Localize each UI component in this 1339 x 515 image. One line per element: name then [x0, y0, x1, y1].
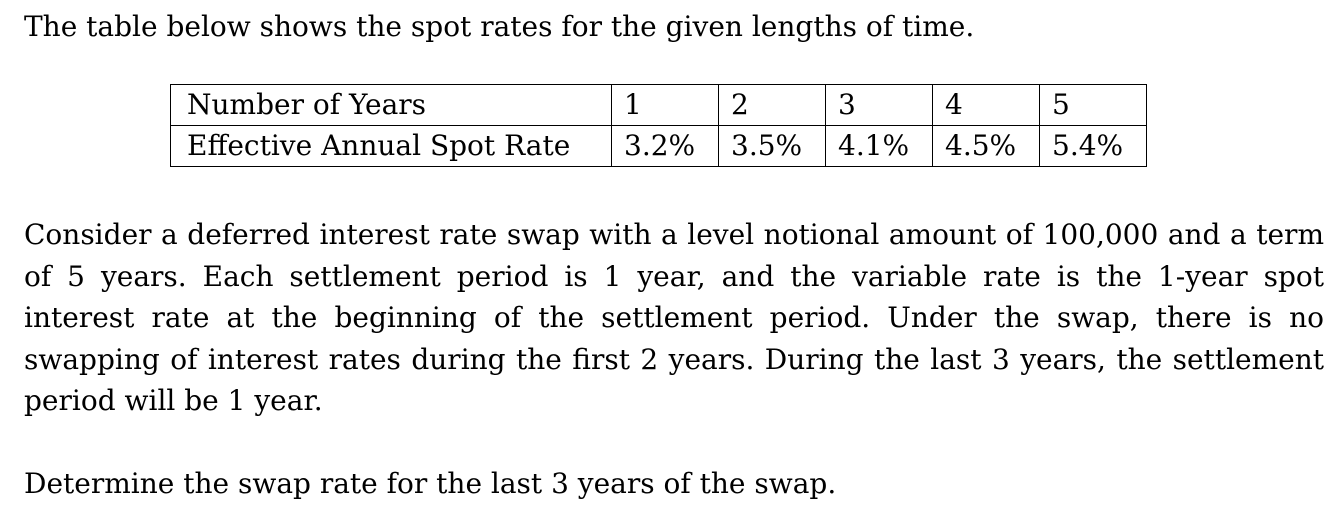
question-text: Determine the swap rate for the last 3 y… — [24, 467, 837, 500]
rate-cell: 3.5% — [718, 125, 826, 167]
intro-text: The table below shows the spot rates for… — [24, 10, 975, 43]
year-cell: 5 — [1039, 84, 1147, 126]
rate-cell: 4.5% — [932, 125, 1040, 167]
scenario-paragraph: Consider a deferred interest rate swap w… — [24, 218, 1324, 417]
rate-cell: 5.4% — [1039, 125, 1147, 167]
years-row: Number of Years 1 2 3 4 5 — [170, 84, 1147, 126]
year-cell: 3 — [825, 84, 933, 126]
year-cell: 4 — [932, 84, 1040, 126]
spot-rate-table: Number of Years 1 2 3 4 5 Effective Annu… — [170, 84, 1147, 167]
rate-cell: 4.1% — [825, 125, 933, 167]
rates-row: Effective Annual Spot Rate 3.2% 3.5% 4.1… — [170, 125, 1147, 167]
rate-cell: 3.2% — [611, 125, 719, 167]
year-cell: 1 — [611, 84, 719, 126]
year-cell: 2 — [718, 84, 826, 126]
rates-row-label: Effective Annual Spot Rate — [170, 125, 612, 167]
years-row-label: Number of Years — [170, 84, 612, 126]
